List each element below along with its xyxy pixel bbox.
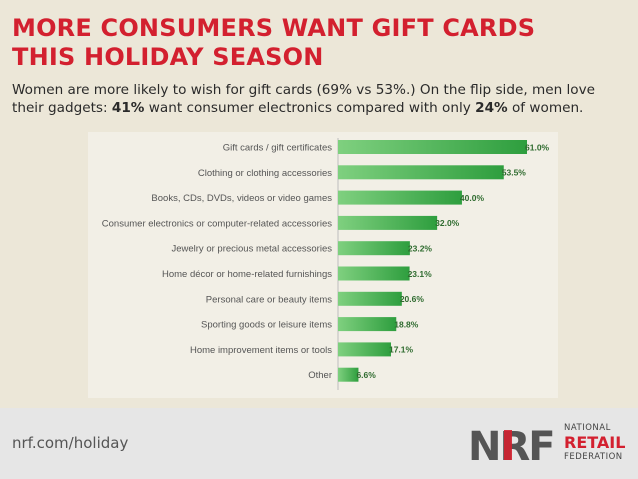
value-label: 23.1% <box>408 269 433 279</box>
bar <box>338 317 397 332</box>
bar <box>338 266 410 281</box>
category-label: Clothing or clothing accessories <box>198 168 332 179</box>
value-label: 40.0% <box>460 193 485 203</box>
subtitle-men-pct: 41% <box>111 100 145 116</box>
category-label: Home improvement items or tools <box>190 345 332 356</box>
subtitle-part-1: Women are more likely to wish for gift c… <box>12 82 596 116</box>
value-label: 32.0% <box>435 218 460 228</box>
logo-line-1: NATIONAL <box>564 423 611 433</box>
category-label: Gift cards / gift certificates <box>223 143 333 154</box>
nrf-logo-mark: NRF <box>468 424 556 470</box>
title-line-1: MORE CONSUMERS WANT GIFT CARDS <box>12 14 536 42</box>
logo-line-2: RETAIL <box>564 432 626 452</box>
value-label: 20.6% <box>400 294 425 304</box>
nrf-logo-accent <box>504 430 512 460</box>
category-label: Consumer electronics or computer-related… <box>102 218 332 229</box>
value-label: 18.8% <box>394 319 419 329</box>
category-label: Sporting goods or leisure items <box>201 320 332 331</box>
value-label: 23.2% <box>408 244 433 254</box>
header-area: MORE CONSUMERS WANT GIFT CARDS THIS HOLI… <box>12 14 622 398</box>
bar <box>338 291 402 306</box>
value-label: 53.5% <box>502 168 527 178</box>
nrf-logo-wordmark: NATIONAL RETAIL FEDERATION <box>564 424 625 461</box>
category-label: Other <box>308 370 332 381</box>
footer: nrf.com/holiday NRF NATIONAL RETAIL FEDE… <box>0 408 638 479</box>
value-label: 6.6% <box>356 370 376 380</box>
page-title: MORE CONSUMERS WANT GIFT CARDS THIS HOLI… <box>12 14 622 72</box>
category-label: Home décor or home-related furnishings <box>162 269 332 280</box>
bar <box>338 215 438 230</box>
bar-chart: Gift cards / gift certificates 61.0% Cloth… <box>102 138 550 390</box>
value-label: 17.1% <box>389 345 414 355</box>
logo-line-3: FEDERATION <box>564 451 623 462</box>
subtitle-women-pct: 24% <box>475 100 508 116</box>
bar <box>338 367 359 382</box>
bar <box>338 241 410 256</box>
bar <box>338 190 462 205</box>
title-line-2: THIS HOLIDAY SEASON <box>12 43 324 71</box>
bar <box>338 140 527 154</box>
bar <box>338 342 391 357</box>
category-label: Jewelry or precious metal accessories <box>171 244 332 255</box>
subtitle: Women are more likely to wish for gift c… <box>12 81 612 117</box>
nrf-logo: NRF NATIONAL RETAIL FEDERATION <box>468 422 628 470</box>
category-label: Personal care or beauty items <box>206 294 332 305</box>
category-label: Books, CDs, DVDs, videos or video games <box>151 193 332 204</box>
subtitle-part-2: want consumer electronics compared with … <box>144 100 476 116</box>
subtitle-part-3: of women. <box>507 100 584 116</box>
value-label: 61.0% <box>525 142 550 152</box>
bar <box>338 165 504 180</box>
footer-url[interactable]: nrf.com/holiday <box>12 434 129 452</box>
